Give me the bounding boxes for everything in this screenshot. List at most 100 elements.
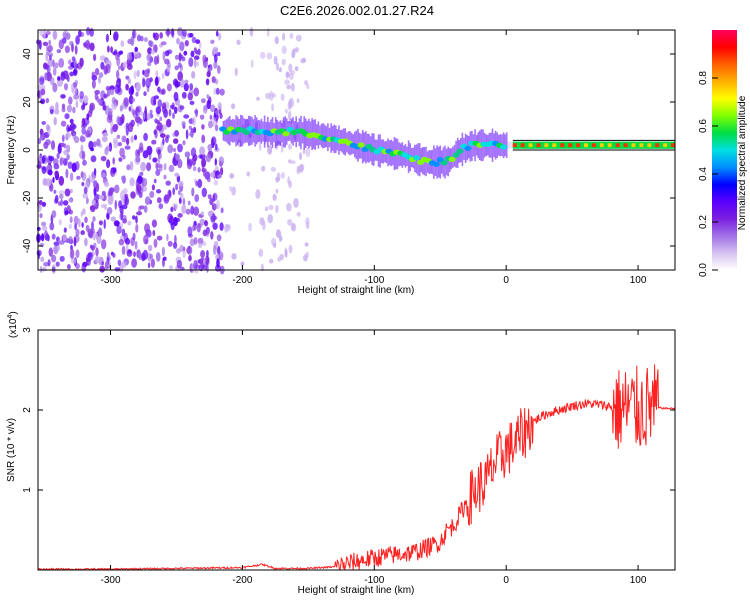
noise-speck — [175, 154, 180, 161]
noise-speck — [181, 29, 187, 37]
noise-speck — [185, 129, 189, 140]
noise-speck — [212, 222, 218, 230]
noise-speck — [80, 135, 84, 141]
noise-speck — [73, 94, 80, 100]
noise-speck — [260, 51, 266, 59]
noise-speck — [69, 172, 74, 182]
noise-speck — [174, 54, 180, 60]
noise-speck — [81, 104, 85, 111]
noise-speck — [280, 93, 285, 102]
noise-speck — [266, 52, 273, 60]
noise-speck — [108, 108, 113, 115]
noise-speck — [53, 241, 60, 246]
noise-speck — [199, 218, 206, 225]
noise-speck — [189, 238, 195, 247]
noise-speck — [176, 260, 183, 269]
ridge-core — [500, 144, 508, 150]
noise-speck — [218, 32, 222, 41]
noise-speck — [198, 242, 203, 248]
noise-speck — [135, 92, 139, 97]
noise-speck — [138, 251, 142, 260]
noise-speck — [248, 222, 253, 232]
noise-speck — [62, 200, 69, 206]
noise-speck — [121, 135, 127, 143]
noise-speck — [118, 50, 124, 55]
noise-speck — [162, 137, 165, 146]
noise-speck — [92, 199, 96, 205]
noise-speck — [218, 156, 225, 166]
noise-speck — [76, 62, 83, 70]
noise-speck — [130, 135, 134, 143]
noise-speck — [213, 179, 219, 186]
noise-speck — [48, 155, 55, 162]
noise-speck — [61, 134, 65, 143]
stable-band-core — [512, 143, 517, 148]
noise-speck — [288, 180, 292, 189]
noise-speck — [58, 219, 62, 226]
x-tick-label: -100 — [364, 275, 384, 286]
spectrogram-y-ticks: -40 -20 0 20 40 — [22, 48, 675, 253]
noise-speck — [93, 53, 97, 62]
noise-speck — [234, 67, 238, 77]
noise-speck — [67, 161, 73, 169]
noise-speck — [158, 203, 164, 210]
noise-speck — [193, 87, 200, 97]
noise-speck — [118, 239, 125, 246]
stable-band-core — [671, 143, 675, 148]
noise-speck — [72, 124, 77, 129]
noise-speck — [150, 258, 155, 268]
noise-speck — [47, 45, 53, 53]
noise-speck — [74, 45, 78, 55]
noise-speck — [269, 90, 274, 101]
noise-speck — [102, 132, 109, 137]
noise-speck — [231, 103, 236, 110]
noise-speck — [48, 247, 53, 257]
noise-speck — [179, 78, 185, 88]
noise-speck — [68, 209, 74, 215]
noise-speck — [45, 30, 51, 36]
noise-speck — [42, 41, 49, 47]
noise-speck — [109, 85, 115, 91]
noise-speck — [116, 225, 122, 235]
noise-speck — [206, 229, 210, 238]
noise-speck — [129, 161, 134, 171]
noise-speck — [209, 114, 213, 120]
noise-speck — [173, 241, 178, 249]
noise-speck — [106, 252, 110, 257]
x-tick-label: -200 — [232, 275, 252, 286]
noise-speck — [173, 138, 179, 144]
noise-speck — [118, 157, 123, 163]
noise-speck — [206, 94, 210, 99]
noise-speck — [151, 139, 157, 145]
noise-speck — [160, 41, 167, 46]
noise-speck — [274, 36, 279, 45]
noise-speck — [95, 247, 99, 257]
ridge-core — [464, 145, 472, 151]
ridge-halo — [447, 146, 449, 177]
noise-speck — [90, 155, 97, 163]
noise-speck — [174, 65, 179, 71]
noise-speck — [70, 257, 77, 264]
noise-speck — [177, 158, 183, 169]
noise-speck — [71, 43, 74, 53]
noise-speck — [187, 200, 191, 206]
noise-speck — [76, 175, 81, 180]
noise-speck — [190, 205, 195, 215]
noise-speck — [65, 168, 69, 179]
noise-speck — [58, 39, 64, 50]
stable-band-core — [560, 143, 565, 148]
noise-speck — [140, 161, 147, 172]
noise-speck — [193, 206, 200, 216]
noise-speck — [276, 172, 281, 182]
noise-speck — [116, 69, 120, 80]
noise-speck — [190, 50, 195, 58]
noise-speck — [169, 265, 173, 270]
noise-speck — [69, 118, 74, 124]
noise-speck — [43, 29, 46, 39]
noise-speck — [261, 165, 266, 172]
noise-speck — [81, 222, 84, 228]
noise-speck — [164, 194, 170, 202]
noise-speck — [140, 35, 144, 42]
stable-band-core — [599, 143, 604, 148]
noise-speck — [48, 66, 51, 73]
